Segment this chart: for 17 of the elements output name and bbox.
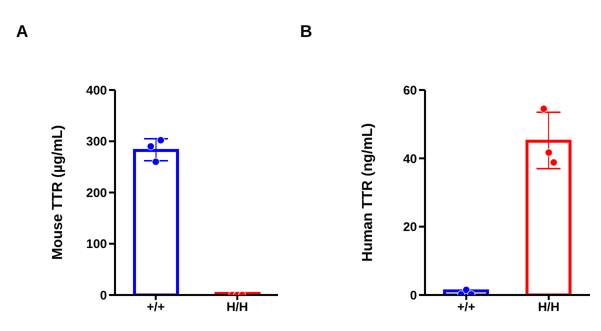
y-tick-label: 400 xyxy=(86,83,108,98)
x-tick-label: +/+ xyxy=(457,300,476,314)
x-tick-label: H/H xyxy=(538,300,560,314)
y-tick-label: 60 xyxy=(403,83,418,98)
chart-title: A xyxy=(16,22,28,42)
y-tick-label: 200 xyxy=(86,186,108,200)
x-tick-label: H/H xyxy=(226,300,248,314)
y-tick-label: 100 xyxy=(86,237,108,252)
y-axis-title: Human TTR (ng/mL) xyxy=(360,123,376,262)
y-tick-label: 20 xyxy=(403,220,418,234)
y-tick-label: 0 xyxy=(100,288,108,302)
y-tick-label: 40 xyxy=(403,152,418,166)
chart-title: B xyxy=(300,22,312,42)
x-tick-label: +/+ xyxy=(146,300,165,314)
y-tick-label: 0 xyxy=(410,288,418,302)
y-tick-label: 300 xyxy=(86,134,108,149)
y-axis-title: Mouse TTR (µg/mL) xyxy=(50,124,66,260)
